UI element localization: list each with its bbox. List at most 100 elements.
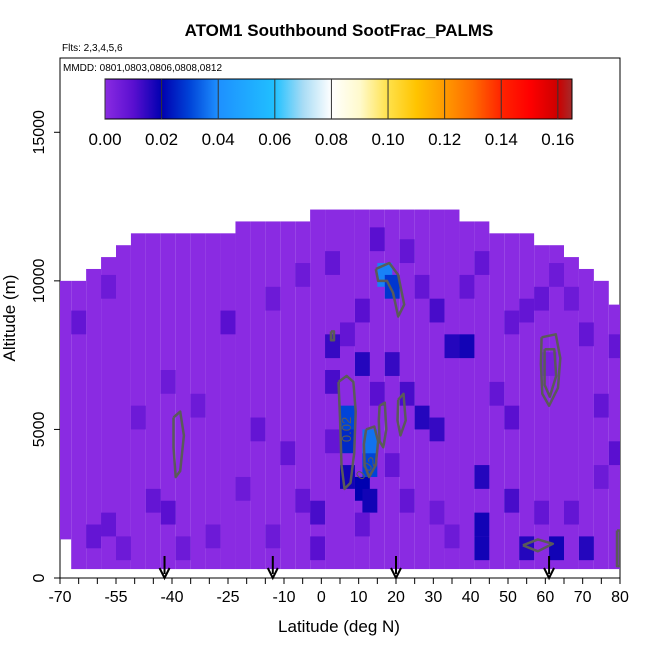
contour-line: [543, 347, 558, 398]
colorbar-tick-label: 0.12: [428, 130, 461, 149]
heatmap-cell: [593, 393, 609, 418]
heatmap-column: [60, 280, 72, 540]
y-axis-label: Altitude (m): [0, 275, 19, 362]
heatmap-cell: [235, 476, 251, 501]
heatmap-cell: [564, 500, 579, 525]
heatmap-cell: [519, 298, 535, 323]
heatmap-column: [265, 221, 281, 570]
heatmap-cell: [578, 536, 594, 561]
heatmap-column: [444, 209, 460, 570]
heatmap-cell: [265, 286, 281, 311]
heatmap-cell: [593, 465, 609, 489]
heatmap-column: [578, 268, 594, 570]
x-tick-label: 50: [499, 589, 517, 606]
contour-line: [396, 392, 407, 437]
heatmap-cell: [549, 536, 564, 561]
heatmap-cell: [354, 512, 370, 537]
heatmap-column: [145, 233, 161, 570]
profile-arrow-head: [543, 567, 555, 581]
heatmap-cell: [489, 381, 505, 406]
heatmap-cell: [325, 429, 340, 454]
x-tick-label: -70: [48, 589, 71, 606]
heatmap-column: [534, 245, 550, 570]
y-tick-label: 15000: [31, 110, 48, 155]
heatmap-cell: [205, 524, 221, 549]
x-tick-label: 0: [317, 589, 326, 606]
heatmap-cell: [354, 298, 370, 323]
heatmap-cell: [160, 500, 176, 525]
heatmap-column: [519, 233, 535, 570]
dates-label: MMDD: 0801,0803,0806,0808,0812: [63, 63, 222, 74]
x-tick-label: 40: [462, 589, 480, 606]
colorbar: 0.00 0.02 0.04 0.06 0.08 0.10 0.12 0.14 0.16: [88, 78, 574, 149]
heatmap-column: [160, 233, 176, 570]
heatmap-cell: [399, 488, 415, 513]
colorbar-tick-label: 0.00: [88, 130, 121, 149]
heatmap-cell: [86, 524, 102, 549]
x-tick-label: -10: [272, 589, 295, 606]
x-tick-label: -40: [160, 589, 183, 606]
heatmap-cell: [444, 524, 460, 549]
heatmap-cell: [310, 536, 326, 561]
heatmap-cell: [362, 488, 378, 513]
colorbar-tick-label: 0.16: [541, 130, 574, 149]
heatmap-cell: [384, 274, 400, 299]
heatmap-column: [593, 280, 609, 570]
contour-layer: [172, 261, 620, 568]
contour-line: [337, 374, 357, 491]
heatmap-column: [384, 209, 400, 570]
heatmap-cell: [280, 441, 296, 466]
heatmap-column: [205, 233, 221, 570]
flights-label: Flts: 2,3,4,5,6: [62, 43, 123, 54]
y-tick-label: 10000: [31, 259, 48, 304]
heatmap-cell: [310, 500, 326, 525]
heatmap-cell: [101, 274, 116, 299]
heatmap-cell: [429, 298, 445, 323]
heatmap-column: [549, 245, 564, 570]
heatmap-column: [220, 233, 236, 570]
heatmap-cell: [504, 488, 520, 513]
contour-line: [374, 261, 406, 318]
y-axis: 0 5000 10000 15000: [31, 110, 60, 582]
heatmap-cell: [265, 524, 281, 549]
heatmap-cell: [444, 334, 460, 359]
contour-line: [172, 410, 186, 479]
x-tick-label: 60: [536, 589, 554, 606]
heatmap-cell: [429, 500, 445, 525]
heatmap-cell: [384, 453, 400, 477]
x-tick-label: 30: [424, 589, 442, 606]
heatmap-cell: [250, 417, 266, 442]
heatmap-cell: [175, 536, 191, 561]
heatmap-cell: [369, 381, 385, 406]
heatmap-cell: [116, 536, 131, 561]
heatmap-cell: [101, 512, 116, 537]
heatmap-cell: [459, 274, 475, 299]
heatmap-cell: [145, 488, 161, 513]
colorbar-tick-label: 0.02: [145, 130, 178, 149]
heatmap-cell: [414, 274, 430, 299]
heatmap-cell: [354, 352, 370, 376]
heatmap-column: [250, 221, 266, 570]
heatmap-column: [86, 268, 102, 570]
x-tick-label: 10: [350, 589, 368, 606]
heatmap-cell: [549, 263, 564, 287]
heatmap-cell: [130, 405, 146, 430]
heatmap-cell: [474, 465, 490, 489]
heatmap-cell: [340, 322, 355, 347]
heatmap-cell: [399, 239, 415, 264]
contour-label: 0.02: [339, 417, 354, 442]
heatmap-column: [71, 280, 87, 570]
profile-arrow-head: [158, 567, 171, 581]
profile-arrow-head: [266, 567, 279, 581]
contour-line: [615, 529, 620, 568]
heatmap-cell: [534, 286, 550, 311]
heatmap-column: [504, 233, 520, 570]
contour-line: [377, 401, 388, 449]
heatmap-column: [295, 221, 311, 570]
y-tick-label: 0: [31, 573, 48, 582]
chart-title: ATOM1 Southbound SootFrac_PALMS: [185, 21, 494, 40]
heatmap-cell: [578, 322, 594, 347]
heatmap-cell: [564, 286, 579, 311]
heatmap-column: [235, 221, 251, 570]
